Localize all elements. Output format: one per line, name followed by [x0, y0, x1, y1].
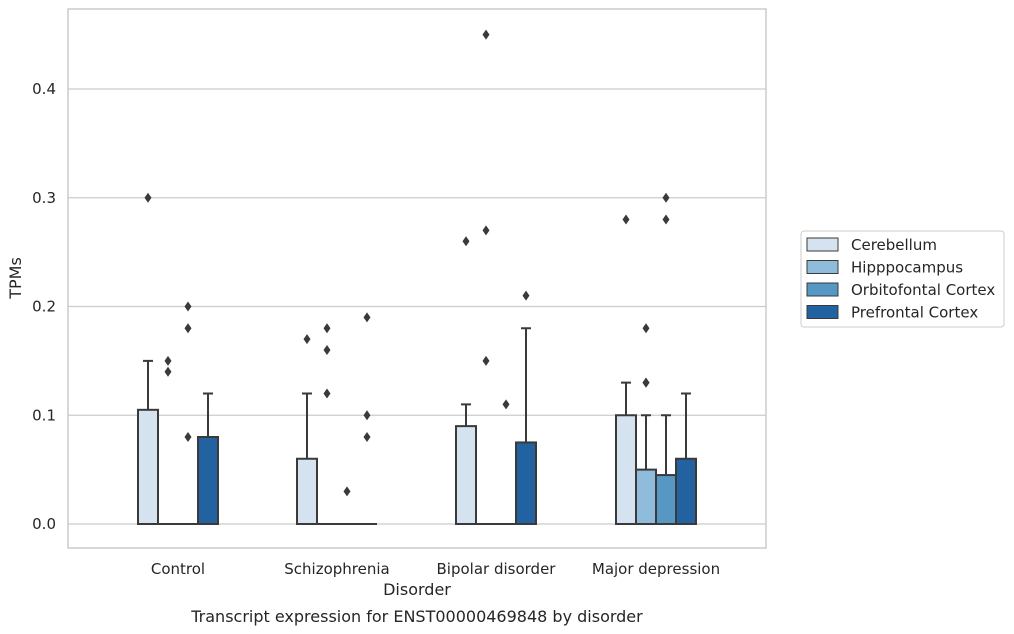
y-tick-label: 0.3 — [32, 189, 56, 207]
x-tick-label: Major depression — [592, 560, 720, 578]
legend-frame — [800, 230, 1005, 328]
outlier-point — [642, 323, 650, 334]
box-rect — [197, 436, 219, 525]
box-rect — [455, 425, 477, 525]
outlier-point — [164, 355, 172, 366]
x-axis-ticks: Control Schizophrenia Bipolar disorder Majo… — [151, 560, 720, 578]
legend-label: Prefrontal Cortex — [851, 304, 978, 322]
outlier-point — [323, 345, 331, 355]
legend: Cerebellum Hipppocampus Orbitofontal Corte… — [800, 230, 1005, 328]
x-tick-label: Bipolar disorder — [437, 560, 557, 578]
outlier-point — [303, 334, 311, 345]
box-rect — [137, 408, 159, 525]
box-group — [615, 214, 637, 525]
outlier-point — [343, 486, 351, 497]
outlier-point — [482, 355, 490, 366]
outlier-point — [164, 366, 172, 377]
box-group — [158, 355, 178, 525]
box-group — [296, 334, 318, 525]
x-tick-label: Control — [151, 560, 205, 578]
outlier-point — [363, 432, 371, 442]
box-group — [357, 312, 377, 525]
outlier-point — [363, 410, 371, 421]
box-group — [496, 399, 516, 525]
outlier-point — [622, 214, 630, 225]
legend-swatch — [806, 237, 839, 252]
box-group — [635, 323, 657, 525]
y-tick-label: 0.4 — [32, 80, 56, 98]
legend-label: Hipppocampus — [851, 259, 963, 277]
outlier-point — [184, 301, 192, 312]
outlier-point — [482, 29, 490, 40]
x-axis-title: Disorder — [383, 580, 451, 599]
outlier-point — [323, 323, 331, 334]
x-tick-label: Schizophrenia — [284, 560, 389, 578]
y-tick-label: 0.0 — [32, 515, 56, 533]
outlier-point — [184, 323, 192, 334]
outlier-point — [642, 377, 650, 388]
outlier-point — [184, 432, 192, 442]
outlier-point — [482, 225, 490, 236]
box-group — [515, 290, 537, 525]
box-group — [455, 236, 477, 525]
box-rect — [296, 457, 318, 525]
box-group — [675, 392, 697, 525]
box-group — [137, 192, 159, 525]
gridlines — [68, 88, 766, 525]
box-group — [337, 486, 357, 525]
box-rect — [615, 414, 637, 525]
outlier-point — [363, 312, 371, 323]
outlier-point — [662, 192, 670, 203]
box-rect — [635, 468, 657, 525]
outlier-point — [144, 192, 152, 203]
box-rect — [515, 441, 537, 525]
plot-frame — [67, 8, 767, 549]
y-axis-ticks: 0.0 0.1 0.2 0.3 0.4 — [32, 80, 56, 533]
box-group — [317, 323, 337, 525]
box-group — [655, 192, 677, 525]
box-group — [197, 392, 219, 525]
chart-caption: Transcript expression for ENST0000046984… — [190, 607, 643, 626]
legend-label: Cerebellum — [851, 236, 937, 254]
box-group — [476, 29, 496, 525]
legend-swatch — [806, 305, 839, 319]
legend-swatch — [806, 282, 839, 297]
chart-marks — [137, 29, 697, 525]
outlier-point — [662, 214, 670, 225]
legend-swatch — [806, 260, 839, 274]
box-rect — [655, 474, 677, 525]
outlier-point — [502, 399, 510, 410]
box-group — [178, 301, 198, 525]
y-tick-label: 0.1 — [32, 406, 56, 424]
outlier-point — [462, 236, 470, 247]
legend-label: Orbitofontal Cortex — [851, 281, 995, 299]
y-tick-label: 0.2 — [32, 298, 56, 316]
outlier-point — [522, 290, 530, 301]
box-rect — [675, 457, 697, 525]
outlier-point — [323, 388, 331, 399]
y-axis-title: TPMs — [6, 257, 25, 300]
